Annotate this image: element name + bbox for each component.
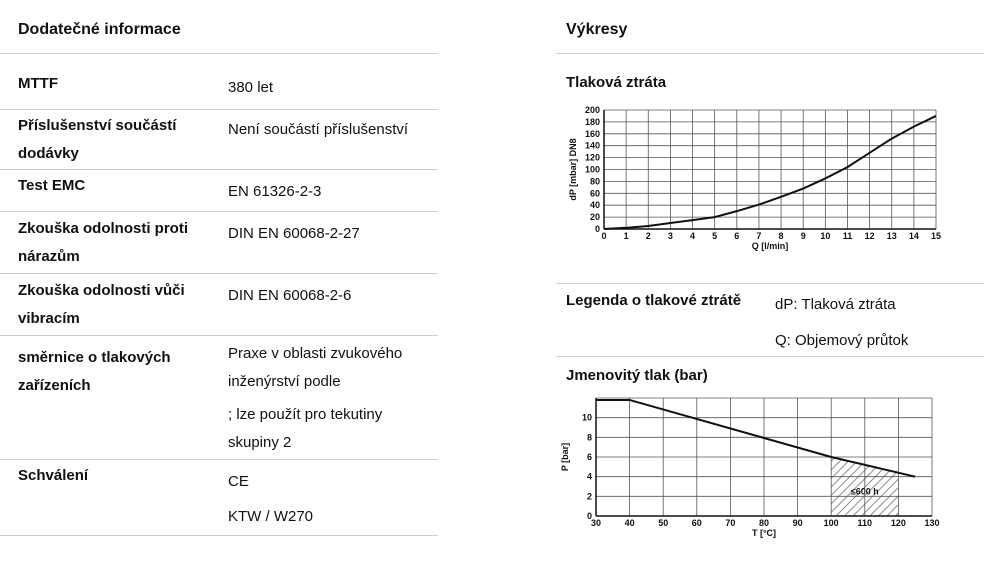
x-tick-label: 90 (793, 518, 803, 528)
row-label-accessories: Příslušenství součástí dodávky (18, 117, 177, 162)
x-tick-label: 14 (909, 231, 919, 241)
x-tick-label: 3 (668, 231, 673, 241)
chart2-title: Jmenovitý tlak (bar) (566, 367, 708, 384)
series-line (596, 398, 916, 478)
additional-info-title: Dodatečné informace (18, 21, 181, 38)
divider (0, 53, 438, 54)
x-tick-label: 7 (756, 231, 761, 241)
y-axis-label: dP [mbar] DN8 (568, 138, 578, 200)
y-tick-label: 100 (585, 165, 600, 175)
row-label-mttf: MTTF (18, 75, 58, 92)
row-label-emc: Test EMC (18, 177, 86, 194)
x-tick-label: 5 (712, 231, 717, 241)
pressure-loss-chart: 0 1 2 3 4 5 6 7 8 9 10 11 12 13 14 15020406080100120140… (568, 105, 941, 251)
x-tick-label: 8 (779, 231, 784, 241)
x-tick-label: 100 (824, 518, 839, 528)
y-tick-label: 40 (590, 200, 600, 210)
divider (556, 356, 984, 357)
y-tick-label: 0 (595, 224, 600, 234)
row-label-vibration: Zkouška odolnosti vůči vibracím (18, 282, 185, 327)
y-tick-label: 8 (587, 432, 592, 442)
x-axis-label: T [°C] (752, 528, 776, 538)
divider (556, 53, 984, 54)
x-tick-label: 13 (887, 231, 897, 241)
x-tick-label: 60 (692, 518, 702, 528)
y-tick-label: 140 (585, 141, 600, 151)
x-tick-label: 70 (725, 518, 735, 528)
x-tick-label: 11 (843, 231, 853, 241)
x-tick-label: 2 (646, 231, 651, 241)
y-tick-label: 180 (585, 117, 600, 127)
divider (556, 283, 984, 284)
nominal-pressure-chart: ≤600 h30 40 50 60 70 80 90 100 110 120 1300246810T… (560, 397, 940, 538)
row-value-pressure-directive-1: Praxe v oblasti zvukového inženýrství po… (228, 345, 403, 390)
divider (0, 335, 438, 336)
chart1-title: Tlaková ztráta (566, 74, 667, 91)
row-value-mttf: 380 let (228, 79, 274, 96)
x-tick-label: 110 (858, 518, 873, 528)
legend-item-q: Q: Objemový průtok (775, 332, 909, 349)
x-tick-label: 40 (625, 518, 635, 528)
y-tick-label: 80 (590, 176, 600, 186)
x-tick-label: 50 (658, 518, 668, 528)
y-axis-label: P [bar] (560, 443, 570, 471)
row-label-pressure-directive: směrnice o tlakových zařízeních (18, 349, 171, 394)
x-tick-label: 10 (820, 231, 830, 241)
y-tick-label: 200 (585, 105, 600, 115)
row-value-accessories: Není součástí příslušenství (228, 121, 409, 138)
y-tick-label: 120 (585, 153, 600, 163)
x-tick-label: 80 (759, 518, 769, 528)
y-tick-label: 10 (582, 413, 592, 423)
row-value-approval-1: CE (228, 473, 249, 490)
row-value-emc: EN 61326-2-3 (228, 183, 322, 200)
divider (0, 535, 438, 536)
divider (0, 109, 438, 110)
x-tick-label: 130 (924, 518, 939, 528)
row-value-vibration: DIN EN 60068-2-6 (228, 287, 352, 304)
x-tick-label: 0 (601, 231, 606, 241)
x-tick-label: 120 (891, 518, 906, 528)
y-tick-label: 60 (590, 188, 600, 198)
x-tick-label: 30 (591, 518, 601, 528)
y-tick-label: 4 (587, 472, 592, 482)
row-value-approval-2: KTW / W270 (228, 508, 314, 525)
row-value-pressure-directive-2: ; lze použít pro tekutiny skupiny 2 (228, 406, 383, 451)
x-tick-label: 15 (931, 231, 941, 241)
x-tick-label: 12 (865, 231, 875, 241)
y-tick-label: 160 (585, 129, 600, 139)
row-label-approval: Schválení (18, 467, 89, 484)
x-tick-label: 4 (690, 231, 695, 241)
x-tick-label: 1 (624, 231, 629, 241)
x-tick-label: 6 (734, 231, 739, 241)
legend-label: Legenda o tlakové ztrátě (566, 292, 742, 309)
divider (0, 459, 438, 460)
drawings-title: Výkresy (566, 21, 628, 38)
row-label-shock: Zkouška odolnosti proti nárazům (18, 220, 189, 265)
x-axis-label: Q [l/min] (752, 241, 789, 251)
legend-item-dp: dP: Tlaková ztráta (775, 296, 896, 313)
divider (0, 169, 438, 170)
divider (0, 273, 438, 274)
row-value-shock: DIN EN 60068-2-27 (228, 225, 360, 242)
y-tick-label: 2 (587, 491, 592, 501)
y-tick-label: 0 (587, 511, 592, 521)
y-tick-label: 6 (587, 452, 592, 462)
x-tick-label: 9 (801, 231, 806, 241)
series-line (603, 115, 937, 230)
y-tick-label: 20 (590, 212, 600, 222)
divider (0, 211, 438, 212)
